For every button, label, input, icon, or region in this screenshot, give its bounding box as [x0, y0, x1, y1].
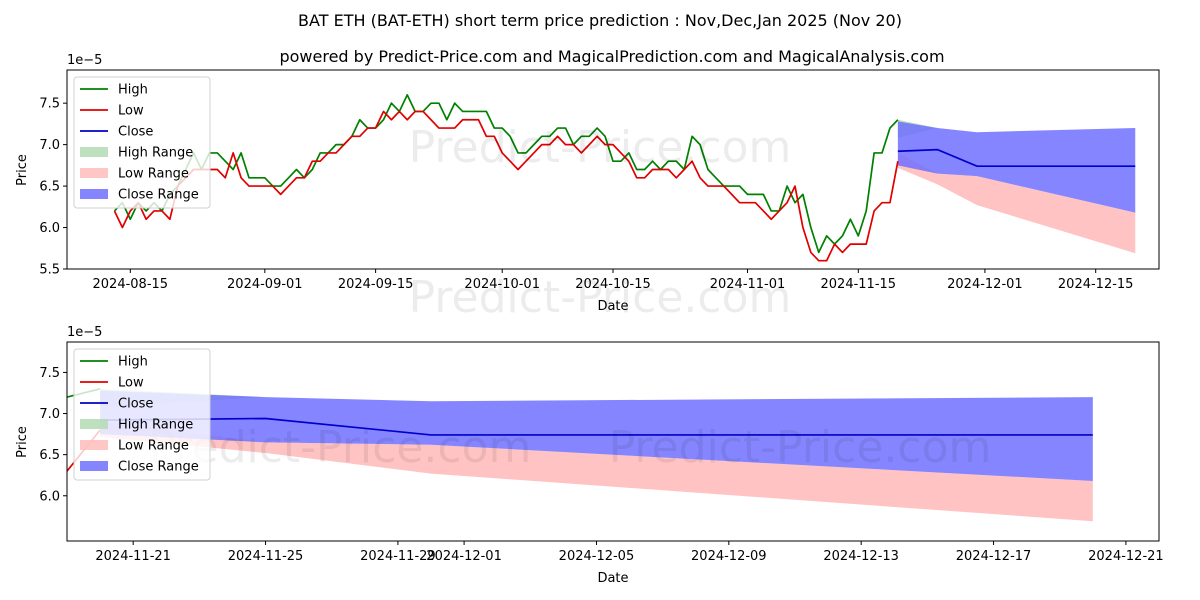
chart-title: BAT ETH (BAT-ETH) short term price predi… [298, 11, 902, 30]
legend-swatch-patch [80, 147, 108, 157]
x-tick-label: 2024-08-15 [93, 277, 169, 292]
top-x-axis-label: Date [597, 299, 628, 314]
low-series-line [113, 110, 899, 262]
bottom-axes-frame [66, 341, 1160, 542]
bottom-legend: High Low Close High Range Low Range Close Ran… [73, 348, 211, 481]
top-y-ticks: 5.5 6.0 6.5 7.0 7.5 [39, 97, 67, 278]
legend-label: Close Range [118, 188, 199, 203]
legend-swatch-patch [80, 419, 108, 429]
legend-swatch-patch [80, 189, 108, 199]
x-tick-label: 2024-12-01 [947, 277, 1023, 292]
legend-label: High [118, 355, 148, 370]
x-tick-label: 2024-12-15 [1058, 277, 1134, 292]
y-tick-label: 6.5 [39, 448, 60, 463]
x-tick-label: 2024-11-21 [95, 549, 171, 564]
y-tick-label: 5.5 [39, 263, 60, 278]
y-tick-label: 7.0 [39, 407, 60, 422]
x-tick-label: 2024-12-17 [956, 549, 1032, 564]
legend-label: High [118, 83, 148, 98]
y-tick-label: 6.0 [39, 489, 60, 504]
legend-label: Close [118, 397, 153, 412]
top-series-lines [113, 94, 1136, 262]
bottom-axes: 2024-11-21 2024-11-25 2024-11-292024-12-01… [15, 325, 1164, 586]
bottom-offset-label: 1e−5 [67, 325, 102, 340]
bottom-y-ticks: 6.0 6.5 7.0 7.5 [39, 366, 67, 504]
low-range-band [897, 152, 1136, 254]
legend-label: Close Range [118, 460, 199, 475]
x-tick-label: 2024-11-01 [710, 277, 786, 292]
top-offset-label: 1e−5 [67, 53, 102, 68]
top-axes: 2024-08-15 2024-09-01 2024-09-15 2024-10-01… [15, 53, 1160, 323]
y-tick-label: 6.0 [39, 221, 60, 236]
top-watermark-2: Predict-Price.com [409, 272, 792, 323]
bottom-watermark-1: Predict-Price.com [149, 422, 532, 473]
x-tick-label: 2024-09-15 [338, 277, 414, 292]
bottom-x-axis-label: Date [597, 571, 628, 586]
legend-label: Low Range [118, 439, 189, 454]
x-tick-label: 2024-12-05 [559, 549, 635, 564]
x-tick-label: 2024-12-01 [426, 549, 502, 564]
top-legend: High Low Close High Range Low Range Close Ran… [73, 76, 211, 209]
x-tick-label: 2024-12-09 [691, 549, 767, 564]
legend-label: High Range [118, 418, 193, 433]
bottom-y-axis-label: Price [15, 426, 30, 458]
chart-subtitle: powered by Predict-Price.com and Magical… [279, 47, 944, 66]
legend-label: Low [118, 104, 144, 119]
x-tick-label: 2024-12-13 [823, 549, 899, 564]
top-x-ticks: 2024-08-15 2024-09-01 2024-09-15 2024-10-01… [93, 269, 1134, 292]
y-tick-label: 7.0 [39, 138, 60, 153]
x-tick-label: 2024-11-15 [821, 277, 897, 292]
x-tick-label: 2024-10-01 [464, 277, 540, 292]
top-y-axis-label: Price [15, 154, 30, 186]
x-tick-label: 2024-09-01 [227, 277, 303, 292]
low-range-band [100, 421, 1093, 522]
high-series-line [113, 94, 899, 254]
close-series-line [897, 148, 1136, 168]
y-tick-label: 7.5 [39, 97, 60, 112]
bottom-watermark-2: Predict-Price.com [609, 422, 992, 473]
x-tick-label: 2024-11-25 [228, 549, 304, 564]
legend-swatch-patch [80, 440, 108, 450]
y-tick-label: 6.5 [39, 180, 60, 195]
legend-label: Close [118, 125, 153, 140]
top-watermark-1: Predict-Price.com [409, 122, 792, 173]
x-tick-label: 2024-10-15 [575, 277, 651, 292]
legend-swatch-patch [80, 168, 108, 178]
legend-label: High Range [118, 146, 193, 161]
legend-label: Low Range [118, 167, 189, 182]
x-tick-label: 2024-11-29 [360, 549, 436, 564]
x-tick-label: 2024-12-21 [1088, 549, 1164, 564]
legend-swatch-patch [80, 461, 108, 471]
y-tick-label: 7.5 [39, 366, 60, 381]
legend-label: Low [118, 376, 144, 391]
bottom-x-ticks: 2024-11-21 2024-11-25 2024-11-292024-12-01… [95, 541, 1164, 564]
